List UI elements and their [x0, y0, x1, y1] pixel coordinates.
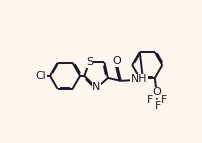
Text: S: S — [85, 57, 93, 67]
Text: O: O — [152, 87, 161, 97]
Text: F: F — [146, 95, 153, 105]
Text: F: F — [154, 101, 160, 111]
Text: N: N — [92, 82, 100, 92]
Text: O: O — [112, 56, 120, 66]
Text: F: F — [160, 95, 167, 105]
Text: Cl: Cl — [36, 71, 46, 81]
Text: NH: NH — [130, 74, 147, 84]
